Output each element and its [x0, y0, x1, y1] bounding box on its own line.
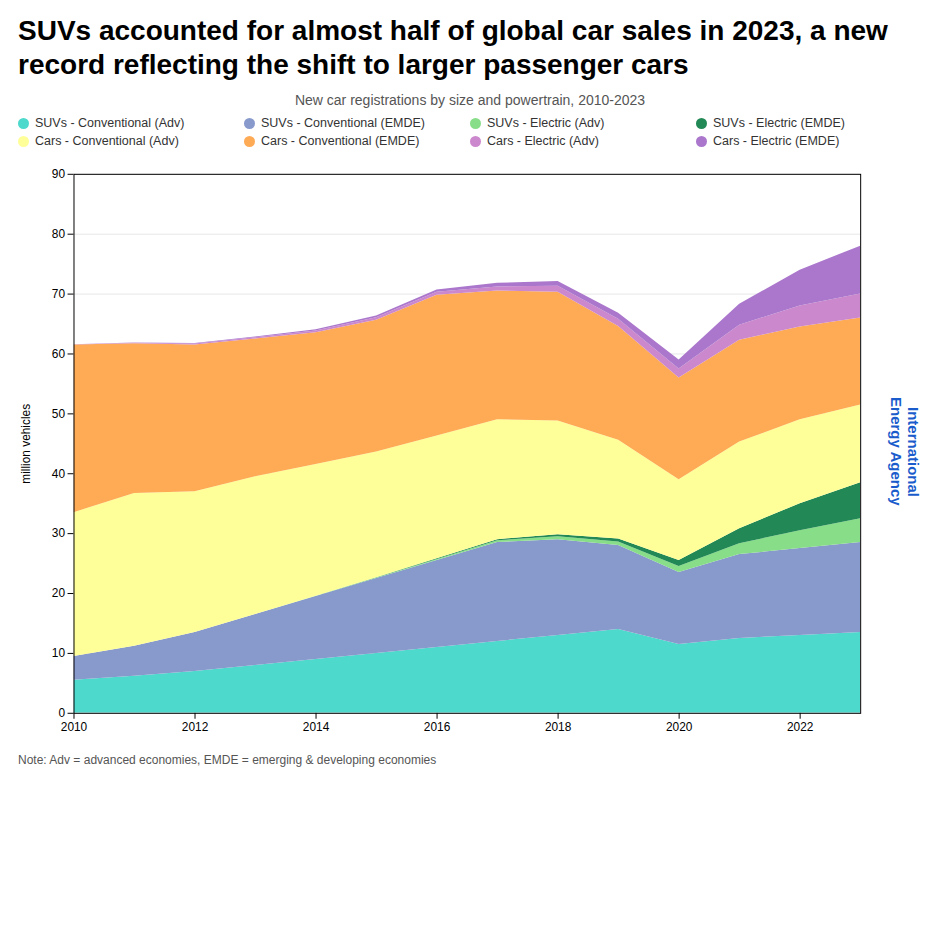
svg-text:30: 30: [52, 527, 66, 541]
svg-text:50: 50: [52, 407, 66, 421]
svg-text:20: 20: [52, 587, 66, 601]
svg-text:90: 90: [52, 167, 66, 181]
html-text:Note: Adv = advanced economies: Note: Adv = advanced economies, EMDE = e…: [18, 752, 437, 767]
svg-text:2014: 2014: [303, 720, 330, 734]
svg-text:80: 80: [52, 227, 66, 241]
html-text:Cars - Electric (Adv): Cars - Electric (Adv): [487, 134, 599, 149]
html-text:New car registrations by size: New car registrations by size and powert…: [294, 92, 646, 109]
html-text:SUVs - Electric (EMDE): SUVs - Electric (EMDE): [713, 116, 845, 131]
svg-text:0: 0: [58, 706, 65, 720]
svg-text:60: 60: [52, 347, 66, 361]
svg-text:million vehicles: million vehicles: [19, 404, 33, 484]
svg-text:2012: 2012: [182, 720, 208, 734]
svg-text:40: 40: [52, 467, 66, 481]
svg-text:2018: 2018: [545, 720, 572, 734]
svg-text:2016: 2016: [424, 720, 451, 734]
svg-text:70: 70: [52, 287, 66, 301]
svg-text:2010: 2010: [61, 720, 88, 734]
html-text:SUVs - Electric (Adv): SUVs - Electric (Adv): [487, 116, 605, 131]
html-text:SUVs - Conventional (Adv): SUVs - Conventional (Adv): [35, 116, 185, 131]
svg-text:2020: 2020: [666, 720, 693, 734]
html-text:SUVs accounted for almost half: SUVs accounted for almost half of global…: [18, 15, 888, 81]
html-text:Cars - Conventional (Adv): Cars - Conventional (Adv): [35, 134, 179, 149]
html-text:Cars - Conventional (EMDE): Cars - Conventional (EMDE): [261, 134, 420, 149]
svg-text:2022: 2022: [787, 720, 813, 734]
html-text:SUVs - Conventional (EMDE): SUVs - Conventional (EMDE): [261, 116, 425, 131]
html-text:Cars - Electric (EMDE): Cars - Electric (EMDE): [713, 134, 840, 149]
html-text:International Energy Agency: International Energy Agency: [888, 397, 922, 506]
svg-text:10: 10: [52, 647, 66, 661]
